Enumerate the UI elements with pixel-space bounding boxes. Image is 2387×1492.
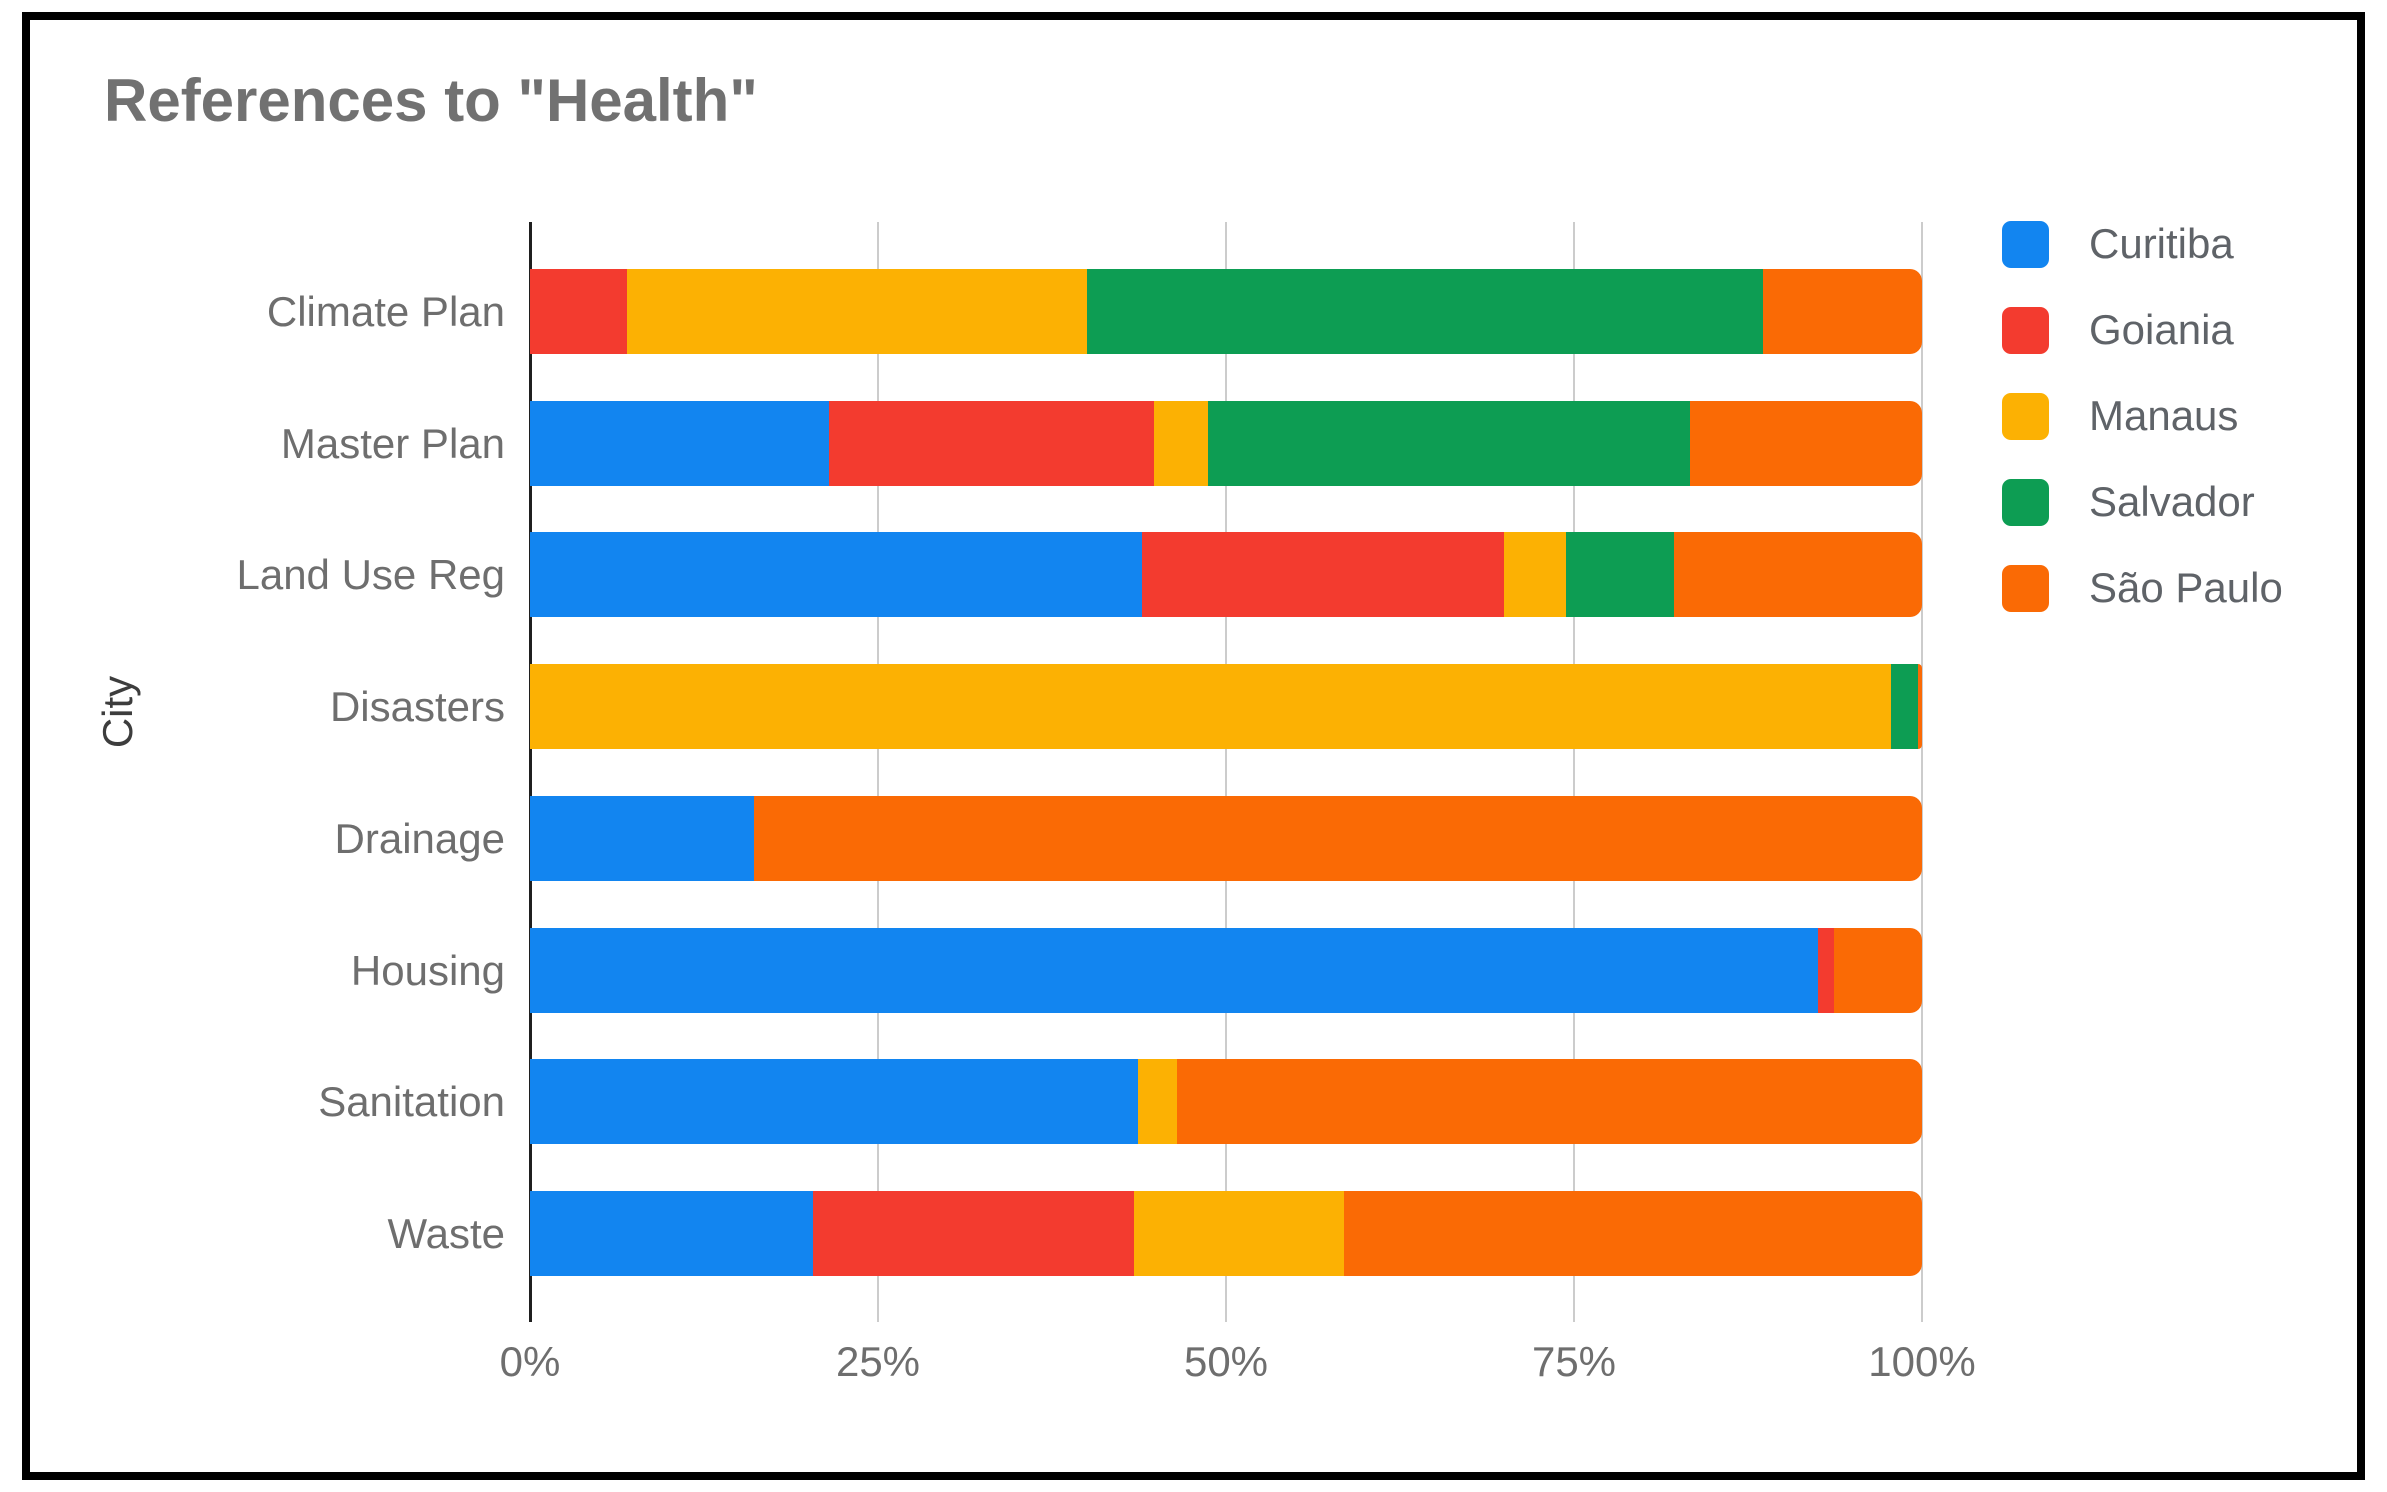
bar-segment-curitiba[interactable] bbox=[530, 532, 1143, 618]
legend-item-manaus[interactable]: Manaus bbox=[2002, 392, 2283, 440]
bar-segment-goiania[interactable] bbox=[530, 269, 628, 354]
gridline-100 bbox=[1921, 222, 1923, 1322]
bar-row-drainage bbox=[530, 795, 1922, 881]
category-label-waste: Waste bbox=[387, 1209, 505, 1257]
legend-swatch-salvador bbox=[2002, 478, 2049, 526]
bar-segment-goiania[interactable] bbox=[812, 1190, 1135, 1276]
bar-segment-salvador[interactable] bbox=[1891, 664, 1918, 750]
bar-row-waste bbox=[530, 1190, 1922, 1276]
bar-segment-são-paulo[interactable] bbox=[1917, 664, 1922, 750]
bar-segment-goiania[interactable] bbox=[829, 400, 1154, 486]
bar-segment-são-paulo[interactable] bbox=[754, 795, 1922, 881]
bar-row-sanitation bbox=[530, 1059, 1922, 1145]
bar-segment-manaus[interactable] bbox=[1138, 1059, 1178, 1145]
bar-row-land-use-reg bbox=[530, 532, 1922, 618]
legend-swatch-manaus bbox=[2002, 392, 2049, 440]
bar-segment-são-paulo[interactable] bbox=[1344, 1190, 1922, 1276]
bar-segment-curitiba[interactable] bbox=[530, 1059, 1139, 1145]
x-tick-label-75: 75% bbox=[1531, 1338, 1617, 1385]
bar-segment-curitiba[interactable] bbox=[530, 795, 755, 881]
legend-item-salvador[interactable]: Salvador bbox=[2002, 478, 2283, 526]
bar-segment-salvador[interactable] bbox=[1086, 269, 1764, 354]
x-axis-zero-line bbox=[529, 222, 532, 1322]
x-tick-label-50: 50% bbox=[1183, 1338, 1269, 1385]
legend-label: São Paulo bbox=[2089, 564, 2283, 611]
bar-segment-curitiba[interactable] bbox=[530, 927, 1818, 1013]
bar-segment-são-paulo[interactable] bbox=[1674, 532, 1922, 618]
bar-segment-goiania[interactable] bbox=[1817, 927, 1835, 1013]
bar-segment-manaus[interactable] bbox=[1504, 532, 1566, 618]
bar-segment-manaus[interactable] bbox=[1134, 1190, 1345, 1276]
legend-item-goiania[interactable]: Goiania bbox=[2002, 306, 2283, 354]
bar-segment-curitiba[interactable] bbox=[530, 400, 830, 486]
chart-legend: Curitiba Goiania Manaus Salvador São Paulo bbox=[2002, 220, 2283, 650]
bar-segment-manaus[interactable] bbox=[1153, 400, 1208, 486]
bar-segment-são-paulo[interactable] bbox=[1834, 927, 1922, 1013]
category-label-housing: Housing bbox=[350, 946, 505, 994]
gridline-25 bbox=[877, 222, 879, 1322]
bar-segment-salvador[interactable] bbox=[1565, 532, 1675, 618]
legend-swatch-curitiba bbox=[2002, 220, 2049, 268]
legend-item-curitiba[interactable]: Curitiba bbox=[2002, 220, 2283, 268]
bar-segment-manaus[interactable] bbox=[530, 664, 1892, 750]
gridline-75 bbox=[1573, 222, 1575, 1322]
bar-segment-curitiba[interactable] bbox=[530, 1190, 813, 1276]
legend-swatch-goiania bbox=[2002, 306, 2049, 354]
legend-swatch-são-paulo bbox=[2002, 564, 2049, 612]
bar-segment-são-paulo[interactable] bbox=[1177, 1059, 1922, 1145]
bar-row-master-plan bbox=[530, 400, 1922, 486]
legend-label: Goiania bbox=[2089, 306, 2234, 353]
legend-label: Manaus bbox=[2089, 392, 2239, 439]
x-tick-label-25: 25% bbox=[835, 1338, 921, 1385]
legend-label: Salvador bbox=[2089, 478, 2255, 525]
bar-segment-são-paulo[interactable] bbox=[1763, 269, 1922, 354]
bar-row-housing bbox=[530, 927, 1922, 1013]
x-tick-label-0: 0% bbox=[499, 1338, 561, 1385]
category-label-master-plan: Master Plan bbox=[280, 419, 505, 467]
category-label-land-use-reg: Land Use Reg bbox=[236, 551, 505, 599]
bar-row-disasters bbox=[530, 664, 1922, 750]
x-tick-label-100: 100% bbox=[1868, 1338, 1976, 1385]
legend-item-são-paulo[interactable]: São Paulo bbox=[2002, 564, 2283, 612]
legend-label: Curitiba bbox=[2089, 220, 2234, 267]
category-label-climate-plan: Climate Plan bbox=[266, 288, 505, 335]
bar-segment-goiania[interactable] bbox=[1142, 532, 1505, 618]
bar-segment-salvador[interactable] bbox=[1207, 400, 1690, 486]
bar-segment-manaus[interactable] bbox=[627, 269, 1087, 354]
category-label-sanitation: Sanitation bbox=[318, 1078, 505, 1126]
category-label-drainage: Drainage bbox=[334, 814, 505, 862]
gridline-50 bbox=[1225, 222, 1227, 1322]
plot-area bbox=[529, 222, 1923, 1322]
category-label-disasters: Disasters bbox=[329, 683, 505, 731]
bar-row-climate-plan bbox=[530, 269, 1922, 354]
chart-title: References to "Health" bbox=[104, 67, 758, 134]
bar-segment-são-paulo[interactable] bbox=[1689, 400, 1922, 486]
